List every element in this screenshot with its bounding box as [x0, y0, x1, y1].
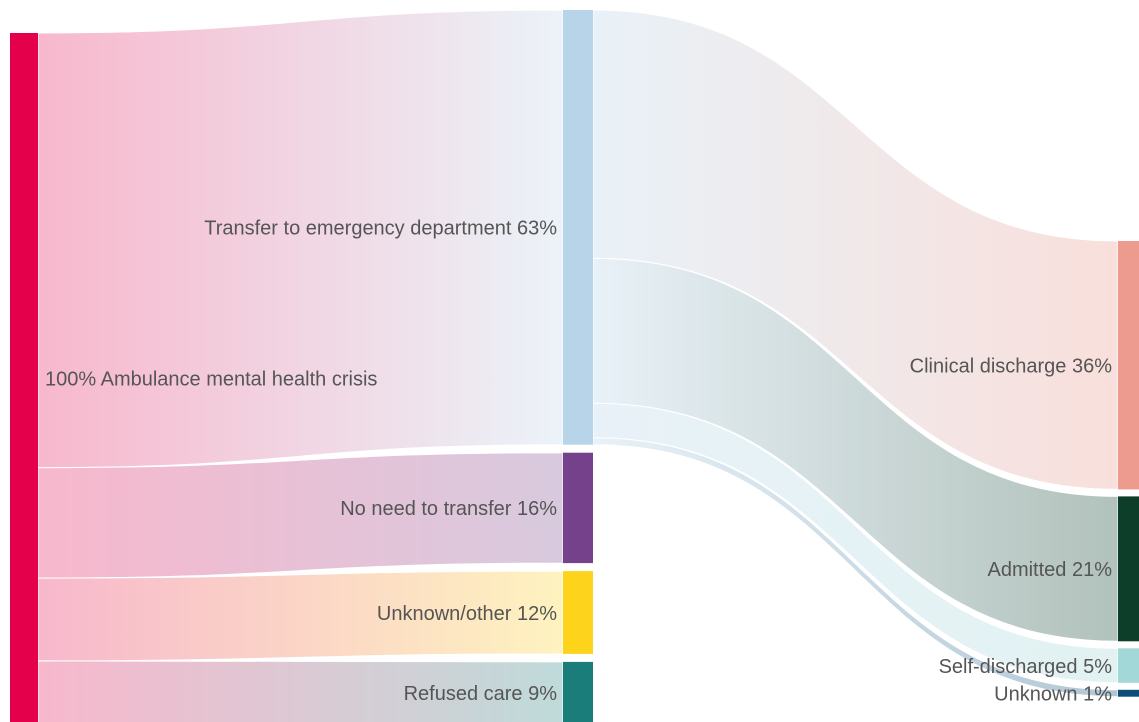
- node: [1118, 689, 1139, 697]
- node-label: No need to transfer 16%: [340, 498, 557, 520]
- node: [1118, 648, 1139, 683]
- node: [10, 33, 38, 722]
- node-label: Refused care 9%: [404, 683, 558, 705]
- link: [37, 570, 564, 662]
- node-label: Self-discharged 5%: [939, 656, 1113, 678]
- node-label: Unknown/other 12%: [377, 603, 557, 625]
- node-label: Unknown 1%: [994, 684, 1112, 706]
- node: [563, 452, 593, 564]
- node: [563, 10, 593, 445]
- node-label: Clinical discharge 36%: [910, 355, 1113, 377]
- node-label: 100% Ambulance mental health crisis: [45, 368, 377, 390]
- node: [1118, 496, 1139, 642]
- link: [37, 660, 564, 722]
- node: [563, 661, 593, 722]
- node: [563, 571, 593, 654]
- node-label: Admitted 21%: [987, 559, 1112, 581]
- node: [1118, 241, 1139, 490]
- node-label: Transfer to emergency department 63%: [204, 218, 557, 240]
